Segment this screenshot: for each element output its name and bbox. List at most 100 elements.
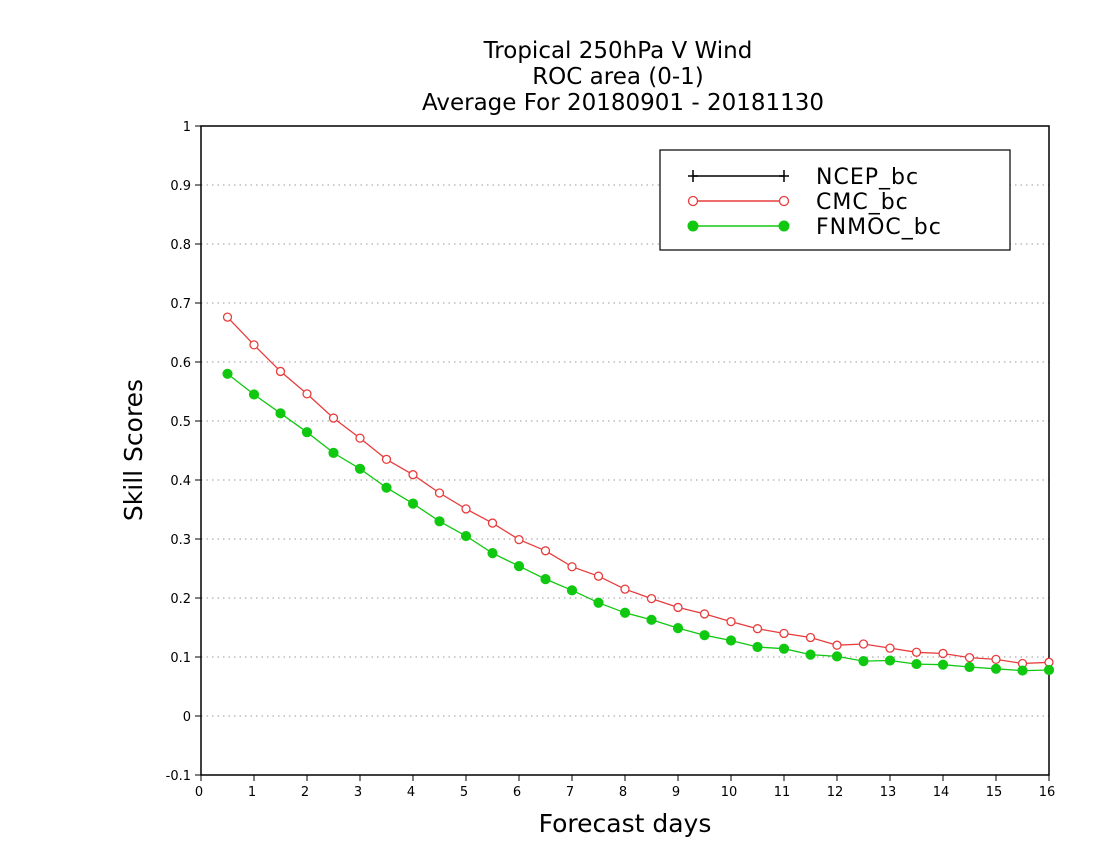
y-tick-label: 1 [183,120,191,135]
data-point [593,597,604,608]
y-tick-label: 0.2 [170,592,191,607]
x-tick-label: 0 [195,785,203,800]
data-point [911,647,922,657]
data-point [699,609,710,619]
y-tick-label: 0.1 [170,651,191,666]
chart-title-line-1: Tropical 250hPa V Wind [483,38,753,64]
data-point [964,661,975,673]
y-tick-label: -0.1 [166,769,191,784]
data-point [672,622,684,634]
data-point [302,389,312,399]
axis-ticks: -0.100.10.20.30.40.50.60.70.80.910 1 2 3 4 5 6… [166,120,1056,800]
data-point [540,546,551,556]
data-point [858,639,869,649]
data-point [937,659,949,670]
x-tick-label: 9 [672,785,680,800]
x-tick-label: 16 [1039,785,1056,800]
y-tick-label: 0.4 [170,474,191,489]
legend-entry-CMC_bc: CMC_bc [687,190,908,215]
x-tick-label: 3 [354,785,362,800]
y-axis-label: Skill Scores [119,379,148,521]
data-point [991,654,1001,665]
data-point [328,413,339,423]
data-point [885,643,895,653]
y-tick-label: 0.8 [170,238,191,253]
data-point [964,652,975,663]
legend-marker [778,195,790,207]
data-point [938,648,948,659]
data-point [540,574,551,585]
legend-marker [688,170,698,182]
data-point [1043,664,1055,676]
data-point [513,561,525,572]
data-point [858,656,869,667]
data-point [699,630,710,641]
data-point [461,504,471,514]
data-point [726,616,736,627]
data-point [646,593,657,604]
data-point [275,408,286,419]
x-tick-label: 11 [774,785,791,800]
data-point [222,312,233,322]
data-point [248,389,260,400]
x-tick-label: 7 [566,785,574,800]
data-point [1017,665,1028,676]
chart-title-line-3: Average For 20180901 - 20181130 [422,90,824,116]
data-point [884,655,896,666]
data-point [407,498,419,509]
data-point [301,427,313,438]
x-tick-label: 14 [933,785,950,800]
x-tick-label: 15 [986,785,1003,800]
data-point [805,649,816,660]
y-tick-label: 0.5 [170,415,191,430]
data-point [381,454,392,465]
data-point [646,614,657,625]
data-point [381,482,392,493]
x-tick-label: 2 [301,785,309,800]
series-layer [222,312,1055,676]
data-point [990,663,1002,674]
data-point [249,340,259,350]
data-point [460,530,472,542]
x-tick-label: 5 [460,785,468,800]
series-line [227,316,1050,665]
data-point [566,585,578,596]
legend-entry-NCEP_bc: NCEP_bc [688,165,919,190]
y-tick-label: 0.7 [170,297,191,312]
data-point [752,624,763,634]
data-point [725,635,737,646]
legend-label: FNMOC_bc [816,215,942,240]
data-point [487,548,498,559]
data-point [619,607,631,618]
series-FNMOC_bc [222,368,1055,676]
data-point [355,433,365,443]
data-point [779,628,789,639]
data-point [408,470,418,480]
x-tick-label: 1 [248,785,256,800]
x-tick-label: 12 [827,785,844,800]
chart-title: Tropical 250hPa V Wind ROC area (0-1) Av… [422,38,824,116]
legend-marker [779,170,789,182]
data-point [593,571,604,581]
y-tick-label: 0 [183,710,191,725]
legend-label: NCEP_bc [816,165,919,190]
data-point [434,516,445,527]
data-point [328,447,339,458]
x-axis-label: Forecast days [539,809,712,838]
x-tick-label: 10 [721,785,738,800]
legend-entry-FNMOC_bc: FNMOC_bc [687,215,942,240]
data-point [620,584,630,594]
data-point [778,643,790,654]
data-point [752,641,763,653]
data-point [487,518,498,528]
data-point [831,651,843,662]
data-point [275,366,286,377]
x-tick-label: 13 [880,785,897,800]
data-point [832,640,842,650]
legend-marker [778,220,790,232]
data-point [911,658,922,670]
series-CMC_bc [222,312,1054,669]
